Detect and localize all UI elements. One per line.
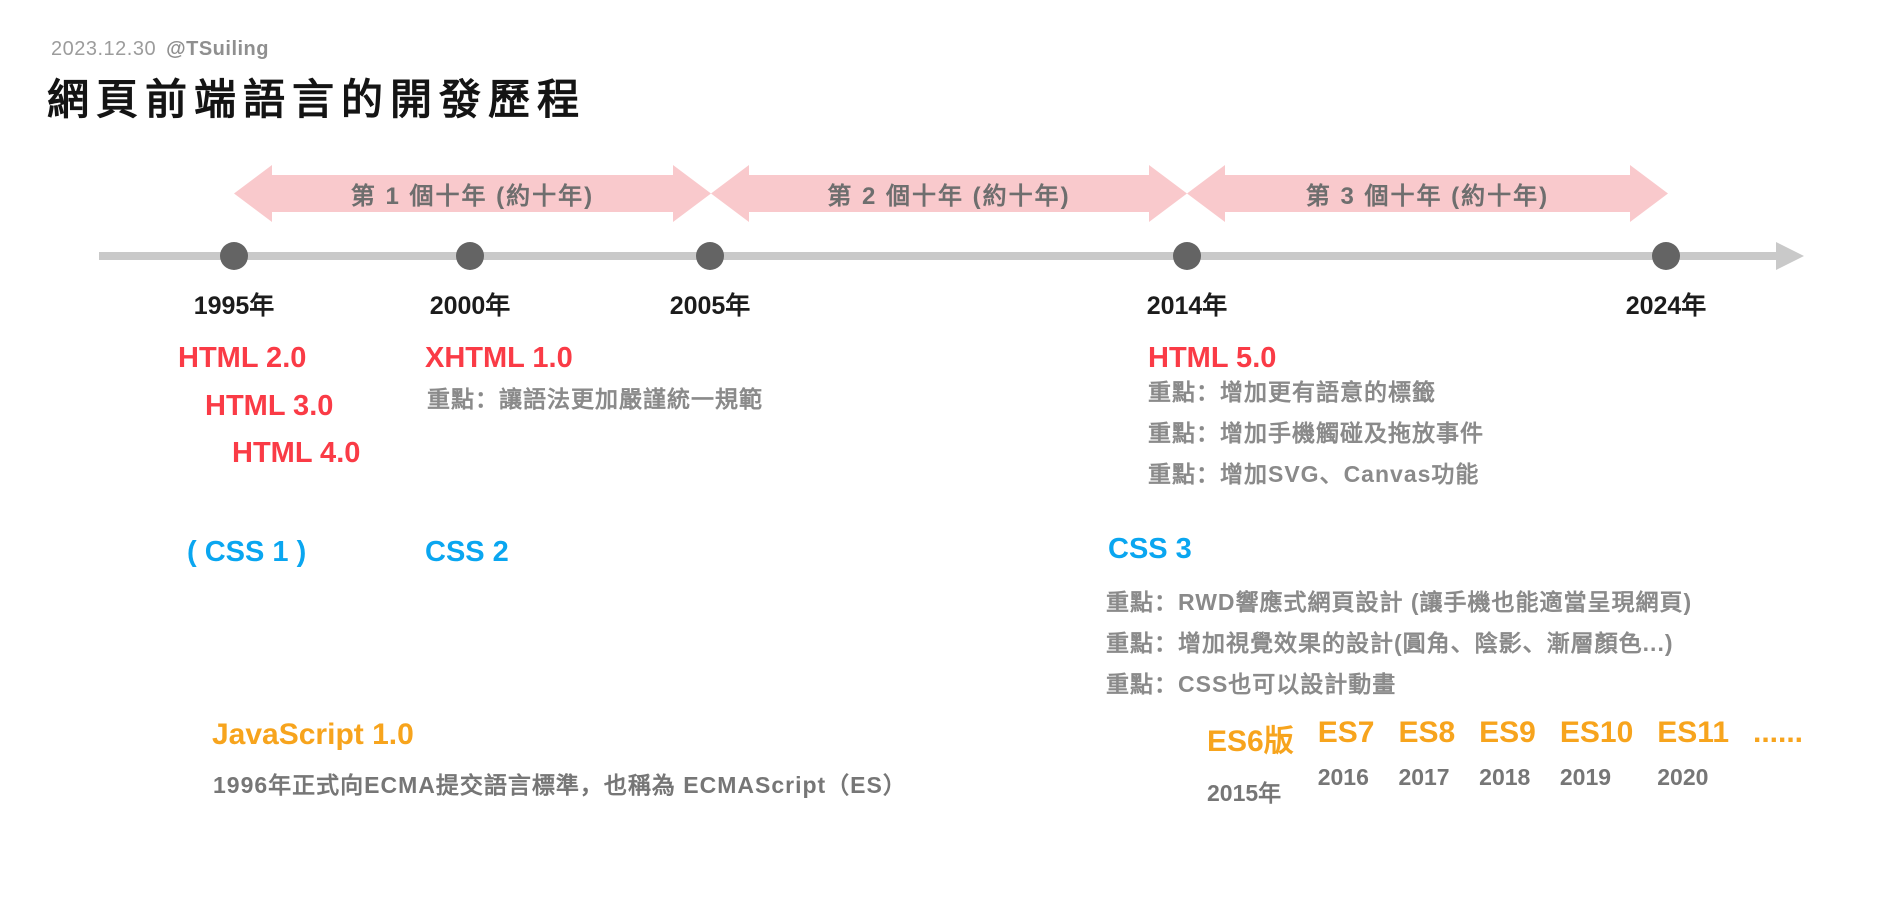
html5-notes: 重點：增加更有語意的標籤 重點：增加手機觸碰及拖放事件 重點：增加SVG、Can… bbox=[1148, 372, 1484, 495]
version-html-4: HTML 4.0 bbox=[232, 437, 361, 469]
timeline-dot-2005 bbox=[696, 242, 724, 270]
html5-note-3: 重點：增加SVG、Canvas功能 bbox=[1148, 461, 1480, 487]
credit-line: 2023.12.30 @TSuiling bbox=[51, 38, 269, 61]
html5-note-1: 重點：增加更有語意的標籤 bbox=[1148, 379, 1436, 405]
css3-note-1: 重點：RWD響應式網頁設計 (讓手機也能適當呈現網頁) bbox=[1106, 589, 1693, 615]
version-css-3: CSS 3 bbox=[1108, 533, 1192, 565]
decade-arrow-2: 第 2 個十年 (約十年) bbox=[711, 165, 1187, 222]
xhtml-note: 重點：讓語法更加嚴謹統一規範 bbox=[427, 386, 763, 412]
decade-arrow-1-label: 第 1 個十年 (約十年) bbox=[350, 183, 595, 210]
es8-label: ES8 bbox=[1398, 716, 1456, 749]
version-html-5: HTML 5.0 bbox=[1148, 342, 1277, 374]
es-column-es7: ES7 2016 bbox=[1318, 716, 1375, 808]
version-javascript-1: JavaScript 1.0 bbox=[212, 718, 414, 751]
es6-year: 2015年 bbox=[1207, 780, 1282, 806]
es-column-es9: ES9 2018 bbox=[1479, 716, 1536, 808]
es7-year: 2016 bbox=[1317, 764, 1369, 790]
es-column-es11: ES11 2020 bbox=[1657, 716, 1729, 808]
es10-label: ES10 bbox=[1559, 716, 1634, 749]
timeline-dot-2000 bbox=[456, 242, 484, 270]
es-column-more: ...... bbox=[1753, 716, 1803, 808]
es7-label: ES7 bbox=[1317, 716, 1375, 749]
es-column-es8: ES8 2017 bbox=[1398, 716, 1455, 808]
credit-handle: @TSuiling bbox=[166, 38, 269, 60]
credit-date: 2023.12.30 bbox=[51, 38, 157, 60]
version-html-3: HTML 3.0 bbox=[205, 390, 334, 422]
decade-arrow-1: 第 1 個十年 (約十年) bbox=[234, 165, 711, 222]
es10-year: 2019 bbox=[1559, 764, 1612, 790]
year-label-2005: 2005年 bbox=[669, 292, 751, 320]
css3-notes: 重點：RWD響應式網頁設計 (讓手機也能適當呈現網頁) 重點：增加視覺效果的設計… bbox=[1106, 582, 1692, 705]
timeline-dot-2014 bbox=[1173, 242, 1201, 270]
version-xhtml-1: XHTML 1.0 bbox=[425, 342, 573, 374]
html5-note-2: 重點：增加手機觸碰及拖放事件 bbox=[1148, 420, 1484, 446]
es-column-es6: ES6版 2015年 bbox=[1207, 716, 1294, 808]
year-label-2014: 2014年 bbox=[1146, 292, 1228, 320]
decade-arrow-3: 第 3 個十年 (約十年) bbox=[1187, 165, 1668, 222]
css3-note-3: 重點：CSS也可以設計動畫 bbox=[1106, 671, 1397, 697]
es9-year: 2018 bbox=[1479, 764, 1531, 790]
es9-label: ES9 bbox=[1479, 716, 1536, 749]
timeline-arrowhead-icon bbox=[1776, 242, 1804, 270]
year-label-2024: 2024年 bbox=[1625, 292, 1707, 320]
es-column-es10: ES10 2019 bbox=[1560, 716, 1633, 808]
version-css-1: ( CSS 1 ) bbox=[187, 536, 307, 568]
timeline-axis-line bbox=[99, 252, 1780, 260]
es11-label: ES11 bbox=[1657, 716, 1729, 749]
decade-arrow-3-label: 第 3 個十年 (約十年) bbox=[1305, 183, 1550, 210]
timeline-dot-1995 bbox=[220, 242, 248, 270]
page-title: 網頁前端語言的開發歷程 bbox=[47, 76, 587, 123]
es8-year: 2017 bbox=[1398, 764, 1450, 790]
es6-label: ES6版 bbox=[1207, 725, 1294, 758]
es11-year: 2020 bbox=[1657, 764, 1709, 790]
timeline-dot-2024 bbox=[1652, 242, 1680, 270]
es-versions-row: ES6版 2015年 ES7 2016 ES8 2017 ES9 2018 ES… bbox=[1207, 716, 1803, 808]
version-html-2: HTML 2.0 bbox=[178, 342, 307, 374]
year-label-2000: 2000年 bbox=[429, 292, 511, 320]
javascript-note: 1996年正式向ECMA提交語言標準，也稱為 ECMAScript（ES） bbox=[213, 772, 907, 798]
es-more-label: ...... bbox=[1753, 716, 1804, 749]
decade-arrow-2-label: 第 2 個十年 (約十年) bbox=[827, 183, 1071, 210]
css3-note-2: 重點：增加視覺效果的設計(圓角、陰影、漸層顏色...) bbox=[1106, 630, 1674, 656]
year-label-1995: 1995年 bbox=[193, 292, 275, 320]
version-css-2: CSS 2 bbox=[425, 536, 509, 568]
